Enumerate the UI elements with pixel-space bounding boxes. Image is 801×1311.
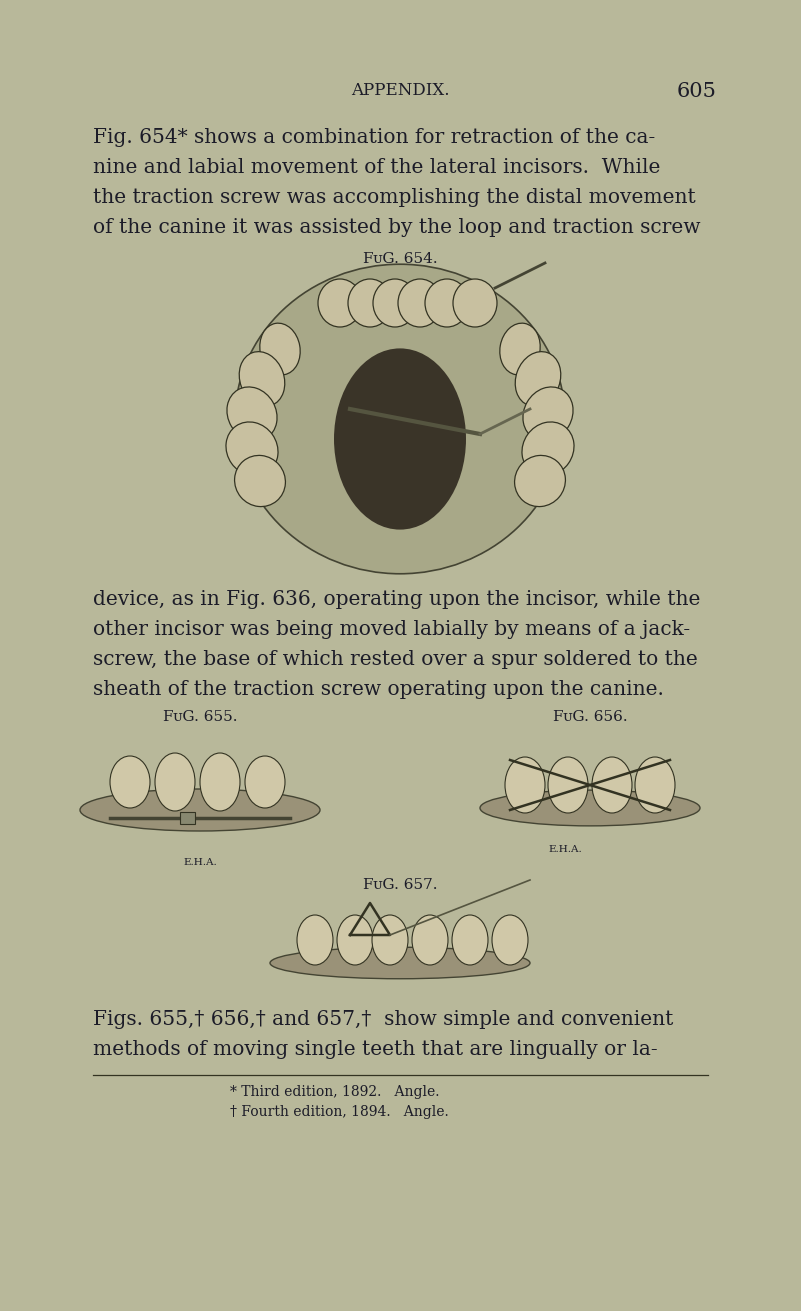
Ellipse shape	[226, 422, 278, 476]
Ellipse shape	[297, 915, 333, 965]
Ellipse shape	[260, 323, 300, 375]
Bar	[180, 812, 195, 825]
Ellipse shape	[480, 791, 700, 826]
Text: the traction screw was accomplishing the distal movement: the traction screw was accomplishing the…	[93, 187, 696, 207]
Ellipse shape	[425, 279, 469, 326]
Text: † Fourth edition, 1894.   Angle.: † Fourth edition, 1894. Angle.	[230, 1105, 449, 1120]
Text: sheath of the traction screw operating upon the canine.: sheath of the traction screw operating u…	[93, 680, 664, 699]
Text: FᴜG. 654.: FᴜG. 654.	[363, 252, 437, 266]
Text: APPENDIX.: APPENDIX.	[352, 83, 449, 100]
Text: FᴜG. 655.: FᴜG. 655.	[163, 711, 237, 724]
Ellipse shape	[110, 756, 150, 808]
Text: Fig. 654* shows a combination for retraction of the ca-: Fig. 654* shows a combination for retrac…	[93, 128, 655, 147]
Ellipse shape	[348, 279, 392, 326]
Text: other incisor was being moved labially by means of a jack-: other incisor was being moved labially b…	[93, 620, 690, 638]
Ellipse shape	[155, 753, 195, 812]
Ellipse shape	[80, 789, 320, 831]
Ellipse shape	[523, 387, 573, 440]
Ellipse shape	[372, 915, 408, 965]
Text: 605: 605	[677, 83, 717, 101]
Ellipse shape	[522, 422, 574, 476]
Ellipse shape	[318, 279, 362, 326]
Text: E.H.A.: E.H.A.	[548, 846, 582, 853]
Ellipse shape	[398, 279, 442, 326]
Ellipse shape	[412, 915, 448, 965]
Ellipse shape	[515, 351, 561, 406]
Text: FᴜG. 657.: FᴜG. 657.	[363, 878, 437, 891]
Ellipse shape	[548, 756, 588, 813]
Text: * Third edition, 1892.   Angle.: * Third edition, 1892. Angle.	[230, 1086, 440, 1099]
Ellipse shape	[453, 279, 497, 326]
Ellipse shape	[239, 351, 285, 406]
Text: FᴜG. 656.: FᴜG. 656.	[553, 711, 627, 724]
Ellipse shape	[505, 756, 545, 813]
Ellipse shape	[235, 265, 565, 574]
Ellipse shape	[235, 455, 285, 506]
Ellipse shape	[270, 948, 530, 979]
Text: E.H.A.: E.H.A.	[183, 857, 217, 867]
Text: nine and labial movement of the lateral incisors.  While: nine and labial movement of the lateral …	[93, 159, 660, 177]
Ellipse shape	[452, 915, 488, 965]
Ellipse shape	[514, 455, 566, 506]
Text: Figs. 655,† 656,† and 657,†  show simple and convenient: Figs. 655,† 656,† and 657,† show simple …	[93, 1009, 674, 1029]
Ellipse shape	[245, 756, 285, 808]
Ellipse shape	[500, 323, 540, 375]
Ellipse shape	[337, 915, 373, 965]
Ellipse shape	[592, 756, 632, 813]
Ellipse shape	[635, 756, 675, 813]
Ellipse shape	[227, 387, 277, 440]
Ellipse shape	[200, 753, 240, 812]
Ellipse shape	[373, 279, 417, 326]
Ellipse shape	[492, 915, 528, 965]
Text: screw, the base of which rested over a spur soldered to the: screw, the base of which rested over a s…	[93, 650, 698, 669]
Text: device, as in Fig. 636, operating upon the incisor, while the: device, as in Fig. 636, operating upon t…	[93, 590, 700, 610]
Text: methods of moving single teeth that are lingually or la-: methods of moving single teeth that are …	[93, 1040, 658, 1059]
Text: of the canine it was assisted by the loop and traction screw: of the canine it was assisted by the loo…	[93, 218, 701, 237]
Ellipse shape	[334, 349, 466, 530]
